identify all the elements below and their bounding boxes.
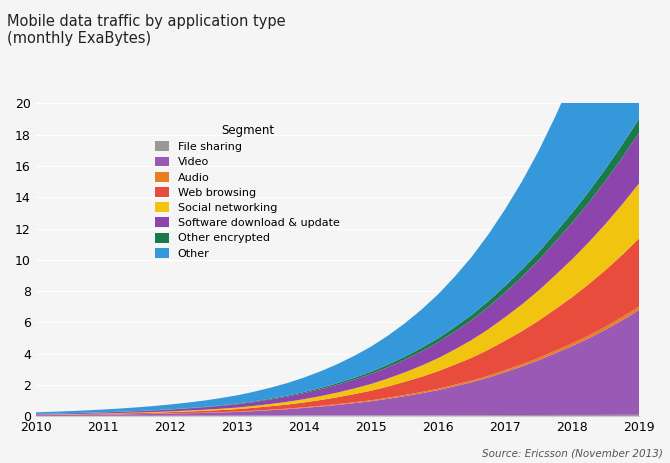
Text: Mobile data traffic by application type
(monthly ExaBytes): Mobile data traffic by application type … [7,14,285,46]
Legend: File sharing, Video, Audio, Web browsing, Social networking, Software download &: File sharing, Video, Audio, Web browsing… [150,118,345,264]
Text: Source: Ericsson (November 2013): Source: Ericsson (November 2013) [482,448,663,458]
